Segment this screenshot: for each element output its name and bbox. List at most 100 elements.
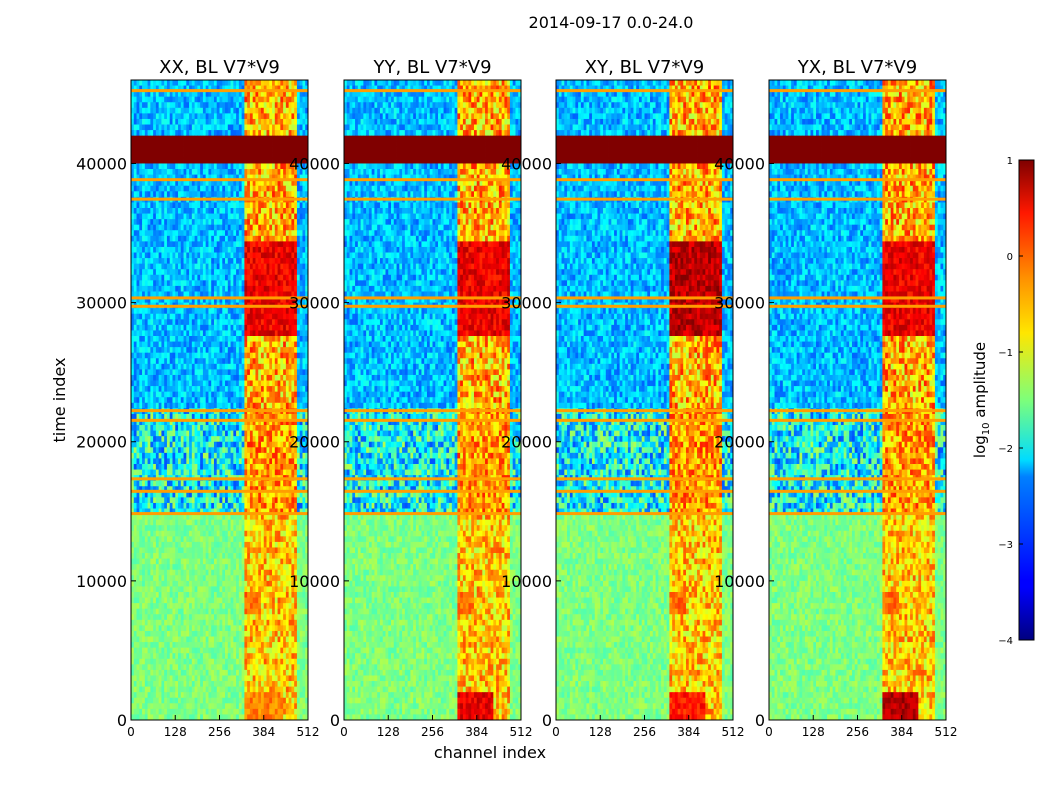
heatmap-cell <box>280 130 284 137</box>
heatmap-cell <box>175 297 179 304</box>
heatmap-cell <box>225 96 229 103</box>
heatmap-cell <box>150 452 154 459</box>
heatmap-cell <box>258 141 262 148</box>
heatmap-cell <box>208 263 212 270</box>
heatmap-cell <box>255 230 259 237</box>
heatmap-cell <box>186 152 190 159</box>
heatmap-cell <box>255 486 259 493</box>
heatmap-cell <box>258 96 262 103</box>
heatmap-cell <box>164 458 168 465</box>
heatmap-cell <box>153 402 157 409</box>
heatmap-cell <box>280 258 284 265</box>
heatmap-cell <box>260 180 265 187</box>
heatmap-cell <box>178 413 182 420</box>
heatmap-cell <box>219 486 223 493</box>
heatmap-cell <box>236 369 240 376</box>
heatmap-cell <box>208 246 212 253</box>
heatmap-cell <box>225 224 229 231</box>
heatmap-cell <box>233 141 237 148</box>
heatmap-cell <box>205 441 209 448</box>
heatmap-cell <box>296 369 301 376</box>
heatmap-cell <box>208 174 212 181</box>
heatmap-cell <box>186 230 190 237</box>
heatmap-cell <box>249 425 254 432</box>
heatmap-cell <box>260 163 265 170</box>
heatmap-cell <box>241 230 245 237</box>
heatmap-cell <box>302 352 306 359</box>
heatmap-cell <box>258 297 262 304</box>
heatmap-cell <box>147 502 151 509</box>
heatmap-cell <box>294 308 298 315</box>
heatmap-cell <box>222 480 226 487</box>
heatmap-cell <box>197 436 201 443</box>
heatmap-cell <box>230 85 234 92</box>
heatmap-cell <box>233 491 237 498</box>
heatmap-cell <box>294 464 298 470</box>
heatmap-cell <box>233 213 237 220</box>
heatmap-cell <box>213 135 218 142</box>
heatmap-cell <box>183 96 187 103</box>
heatmap-cell <box>200 308 204 315</box>
heatmap-cell <box>252 163 256 170</box>
heatmap-cell <box>269 497 273 504</box>
heatmap-cell <box>191 369 196 376</box>
heatmap-cell <box>200 80 204 86</box>
heatmap-cell <box>236 324 240 331</box>
heatmap-cell <box>244 174 248 181</box>
heatmap-cell <box>258 319 262 326</box>
heatmap-cell <box>144 436 148 443</box>
heatmap-cell <box>274 202 278 209</box>
heatmap-cell <box>183 208 187 214</box>
heatmap-cell <box>283 246 287 253</box>
heatmap-cell <box>272 319 276 326</box>
heatmap-cell <box>222 486 226 493</box>
heatmap-cell <box>150 425 154 432</box>
heatmap-cell <box>266 436 270 443</box>
heatmap-cell <box>258 130 262 137</box>
heatmap-cell <box>155 85 160 92</box>
heatmap-cell <box>233 447 237 454</box>
heatmap-cell <box>131 246 135 253</box>
heatmap-cell <box>178 336 182 342</box>
heatmap-cell <box>225 369 229 376</box>
heatmap-cell <box>305 397 309 404</box>
heatmap-cell <box>230 169 234 176</box>
heatmap-cell <box>139 497 143 504</box>
heatmap-cell <box>150 291 154 298</box>
heatmap-cell <box>269 324 273 331</box>
heatmap-cell <box>260 336 265 342</box>
heatmap-cell <box>222 135 226 142</box>
heatmap-cell <box>155 269 160 276</box>
heatmap-cell <box>263 224 267 231</box>
heatmap-cell <box>291 224 295 231</box>
heatmap-cell <box>180 141 184 148</box>
heatmap-cell <box>202 497 207 504</box>
heatmap-cell <box>266 319 270 326</box>
heatmap-cell <box>258 85 262 92</box>
heatmap-cell <box>225 419 229 426</box>
heatmap-cell <box>216 258 220 265</box>
heatmap-cell <box>280 96 284 103</box>
heatmap-cell <box>244 185 248 192</box>
heatmap-cell <box>255 402 259 409</box>
heatmap-cell <box>266 452 270 459</box>
heatmap-cell <box>252 274 256 281</box>
heatmap-cell <box>208 363 212 370</box>
heatmap-cell <box>186 235 190 242</box>
heatmap-cell <box>191 391 196 398</box>
heatmap-cell <box>258 180 262 187</box>
heatmap-cell <box>299 274 303 281</box>
heatmap-cell <box>277 363 281 370</box>
heatmap-cell <box>150 113 154 120</box>
heatmap-cell <box>227 258 231 265</box>
heatmap-cell <box>197 297 201 304</box>
heatmap-cell <box>142 352 146 359</box>
heatmap-cell <box>164 219 168 226</box>
heatmap-cell <box>150 480 154 487</box>
heatmap-cell <box>274 308 278 315</box>
heatmap-cell <box>238 130 243 137</box>
heatmap-cell <box>169 263 173 270</box>
heatmap-cell <box>263 347 267 354</box>
heatmap-cell <box>147 208 151 214</box>
heatmap-cell <box>213 118 218 125</box>
